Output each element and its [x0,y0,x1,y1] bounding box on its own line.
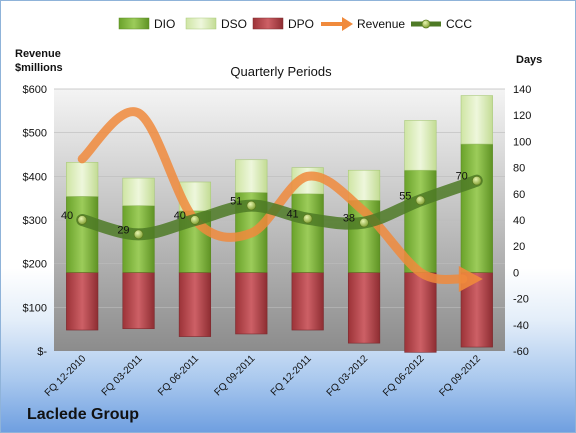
bar-dio [460,143,493,273]
legend-item-dio: DIO [118,17,175,31]
left-tick-label: $400 [23,171,47,183]
left-tick-label: $200 [23,259,47,271]
left-axis-ticks: $- $100 $200 $300 $400 $500 $600 [23,84,48,358]
left-tick-label: $- [37,346,47,358]
legend-label-dpo: DPO [288,17,314,31]
legend-label-dio: DIO [154,17,175,31]
left-tick-label: $600 [23,84,47,96]
legend-item-revenue: Revenue [321,17,405,31]
bar-dso [122,177,155,206]
legend-swatch-dso [185,17,217,30]
bar-dpo [178,272,212,337]
ccc-marker [302,213,313,224]
legend-item-dso: DSO [185,17,247,31]
legend-arrow-revenue [342,17,353,31]
revenue-line [77,107,468,284]
right-tick-label: 0 [513,267,519,279]
x-tick-label: FQ 12-2010 [43,353,89,399]
right-tick-label: 20 [513,241,525,253]
bar-dpo [404,272,437,353]
ccc-data-label: 70 [456,171,468,183]
ccc-data-label: 29 [117,224,129,236]
legend-label-ccc: CCC [446,17,472,31]
chart-title: Quarterly Periods [230,64,332,79]
bar-dso [66,162,99,197]
bar-dpo [235,272,268,335]
revenue-series [77,107,483,292]
legend-marker-ccc [421,19,431,29]
left-axis-title-line2: $millions [15,62,63,74]
legend-item-ccc: CCC [411,17,472,31]
ccc-data-label: 55 [399,190,411,202]
revenue-arrowhead [458,265,483,292]
legend-label-revenue: Revenue [357,17,405,31]
x-tick-label: FQ 09-2011 [212,353,257,398]
x-tick-label: FQ 12-2011 [269,353,314,398]
right-tick-label: 140 [513,84,531,96]
ccc-data-label: 38 [343,213,355,225]
bar-dso [404,120,437,171]
x-tick-label: FQ 06-2011 [156,353,201,398]
x-tick-label: FQ 03-2012 [325,353,371,399]
left-tick-label: $100 [23,302,47,314]
right-tick-label: 80 [513,163,525,175]
bar-dio [66,196,99,273]
left-axis-title-line1: Revenue [15,48,61,60]
right-tick-label: 60 [513,189,525,201]
right-tick-label: 120 [513,110,531,122]
ccc-marker [190,215,200,225]
left-tick-label: $500 [23,128,47,140]
right-tick-label: -20 [513,294,529,306]
right-tick-label: 100 [513,136,531,148]
x-tick-label: FQ 09-2012 [437,353,483,399]
company-name: Laclede Group [27,406,140,423]
left-tick-label: $300 [23,215,47,227]
ccc-data-label: 41 [286,209,298,221]
legend: DIO DSO DPO Revenue CCC [118,17,472,31]
x-tick-label: FQ 03-2011 [100,353,145,398]
ccc-data-label: 40 [174,210,186,222]
right-tick-label: -60 [513,346,529,358]
ccc-marker [133,229,144,240]
x-axis-ticks: FQ 12-2010 FQ 03-2011 FQ 06-2011 FQ 09-2011… [43,353,483,399]
bar-dio [404,169,437,273]
bar-dio [291,193,324,273]
right-axis-title: Days [516,54,542,66]
bar-dso [460,95,493,145]
ccc-data-label: 40 [61,210,73,222]
legend-swatch-dio [118,17,150,30]
ccc-marker [359,217,369,228]
ccc-marker [471,175,482,186]
x-tick-label: FQ 06-2012 [381,353,427,399]
bar-dso [235,159,268,193]
right-tick-label: 40 [513,215,525,227]
legend-item-dpo: DPO [252,17,314,31]
bar-dpo [291,272,324,331]
ccc-marker [415,195,426,206]
ccc-marker [77,215,88,225]
bar-stacks [66,95,493,353]
bar-dso [347,169,381,201]
ccc-series: 40 29 40 51 41 38 55 70 [61,171,483,241]
bar-dpo [66,272,99,331]
legend-label-dso: DSO [221,17,247,31]
ccc-data-label: 51 [230,196,242,208]
right-tick-label: -40 [513,320,529,332]
ccc-marker [246,200,257,211]
bar-dpo [347,272,381,344]
legend-swatch-dpo [252,17,284,30]
right-axis-ticks: -60 -40 -20 0 20 40 60 80 100 120 140 [513,84,531,358]
bar-dpo [122,272,155,330]
